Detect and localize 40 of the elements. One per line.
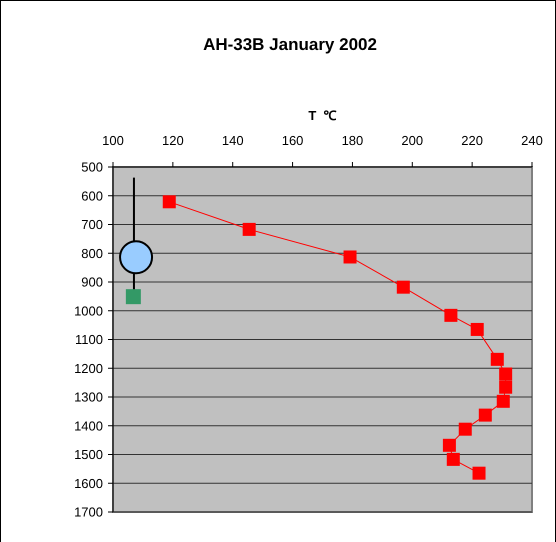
y-tick-label: 700: [81, 217, 103, 232]
x-tick-label: 140: [222, 133, 244, 148]
point: [242, 222, 256, 236]
point: [478, 408, 492, 422]
point: [444, 308, 458, 322]
point: [472, 466, 486, 480]
y-tick-label: 500: [81, 160, 103, 175]
point: [442, 438, 456, 452]
y-tick-label: 1700: [74, 504, 103, 520]
x-tick-label: 200: [401, 133, 424, 148]
chart-title: AH-33B January 2002: [203, 35, 377, 54]
x-tick-label: 100: [102, 133, 124, 148]
y-tick-label: 1300: [74, 390, 103, 405]
x-tick-label: 160: [282, 133, 304, 148]
x-axis-title: T ℃: [308, 108, 337, 123]
point: [499, 380, 512, 394]
point: [490, 352, 504, 366]
y-tick-label: 1100: [75, 332, 103, 348]
point: [162, 195, 176, 208]
y-tick-label: 900: [81, 274, 103, 290]
point: [119, 240, 154, 274]
y-tick-label: 600: [81, 188, 103, 204]
y-tick-label: 1000: [74, 303, 103, 318]
x-tick-label: 120: [162, 133, 184, 148]
y-tick-label: 1600: [74, 476, 103, 491]
point: [126, 289, 141, 304]
y-tick-label: 800: [81, 246, 103, 261]
y-tick-label: 1500: [74, 447, 103, 462]
point: [458, 422, 472, 436]
x-tick-label: 240: [521, 133, 543, 148]
point: [470, 322, 484, 336]
point: [446, 452, 460, 466]
point: [344, 250, 357, 264]
y-tick-label: 1200: [74, 360, 103, 376]
y-tick-label: 1400: [74, 418, 103, 434]
x-tick-label: 220: [461, 133, 483, 148]
point: [496, 394, 510, 408]
x-tick-label: 180: [342, 133, 364, 148]
point: [396, 280, 410, 294]
point: [499, 368, 512, 380]
